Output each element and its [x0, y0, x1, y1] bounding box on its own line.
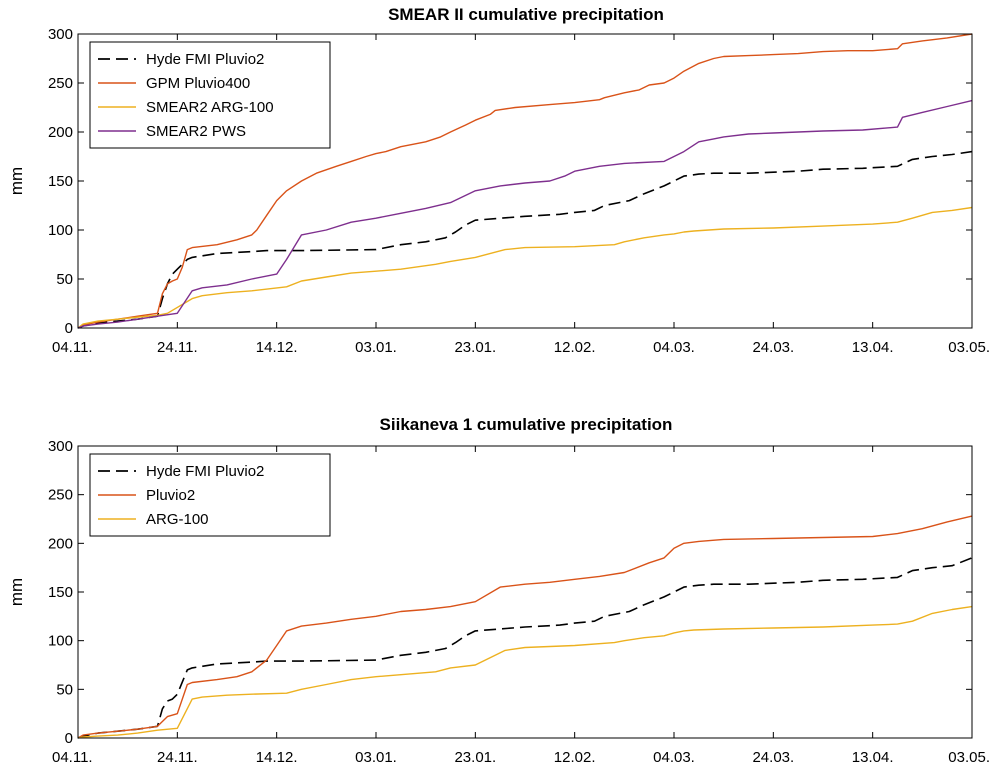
y-tick-label: 100 [48, 633, 73, 650]
y-tick-label: 300 [48, 438, 73, 455]
x-tick-label: 03.01. [355, 749, 397, 766]
plot-area: 0 50 100 150 200 250 300 04.11. 24.11. 14.12. 03.0… [48, 26, 990, 356]
x-tick-label: 13.04. [852, 339, 894, 356]
series-line-pluvio2 [77, 515, 973, 739]
chart-panel-siikaneva1: Siikaneva 1 cumulative precipitation mm … [7, 415, 990, 766]
y-tick-label: 300 [48, 26, 73, 43]
x-tick-label: 04.03. [653, 339, 695, 356]
series-line-hyde-fmi-pluvio2 [77, 557, 973, 739]
y-tick-label: 0 [65, 320, 73, 337]
x-tick-label: 24.11. [157, 749, 198, 766]
x-tick-label: 14.12. [256, 339, 298, 356]
legend-entry-label: SMEAR2 PWS [146, 123, 246, 140]
x-tick-label: 03.01. [355, 339, 397, 356]
x-tick-label: 04.11. [52, 339, 93, 356]
x-tick-label: 23.01. [454, 339, 496, 356]
y-tick-label: 200 [48, 124, 73, 141]
y-tick-label: 250 [48, 75, 73, 92]
chart-title: Siikaneva 1 cumulative precipitation [380, 415, 673, 434]
x-tick-label: 14.12. [256, 749, 298, 766]
legend-entry-label: ARG-100 [146, 511, 209, 528]
x-tick-label: 04.03. [653, 749, 695, 766]
series-line-smear2-arg-100 [77, 206, 973, 329]
y-tick-label: 50 [56, 271, 73, 288]
chart-title: SMEAR II cumulative precipitation [388, 5, 664, 24]
plot-area: 0 50 100 150 200 250 300 04.11. 24.11. 14.12. 03.0… [48, 438, 990, 766]
legend: Hyde FMI Pluvio2 GPM Pluvio400 SMEAR2 ARG-… [89, 41, 331, 149]
y-tick-label: 0 [65, 730, 73, 747]
y-axis-label: mm [7, 167, 26, 195]
legend-entry-label: GPM Pluvio400 [146, 75, 250, 92]
y-tick-label: 250 [48, 487, 73, 504]
x-tick-label: 12.02. [554, 339, 596, 356]
series-line-smear2-pws [77, 99, 973, 329]
x-tick-label: 12.02. [554, 749, 596, 766]
x-tick-label: 24.03. [752, 339, 794, 356]
chart-panel-smear2: SMEAR II cumulative precipitation mm 0 50… [7, 5, 990, 356]
series-line-arg-100 [77, 605, 973, 739]
x-tick-label: 03.05. [948, 339, 990, 356]
y-tick-label: 100 [48, 222, 73, 239]
series-line-gpm-pluvio400 [77, 33, 973, 329]
legend-entry-label: Hyde FMI Pluvio2 [146, 51, 264, 68]
legend: Hyde FMI Pluvio2 Pluvio2 ARG-100 [89, 453, 331, 537]
legend-entry-label: Pluvio2 [146, 487, 195, 504]
x-tick-label: 03.05. [948, 749, 990, 766]
y-tick-label: 150 [48, 584, 73, 601]
y-tick-label: 150 [48, 173, 73, 190]
x-tick-label: 04.11. [52, 749, 93, 766]
x-tick-label: 24.03. [752, 749, 794, 766]
legend-entry-label: SMEAR2 ARG-100 [146, 99, 274, 116]
x-tick-label: 13.04. [852, 749, 894, 766]
y-tick-label: 200 [48, 535, 73, 552]
y-axis-label: mm [7, 578, 26, 606]
x-tick-label: 23.01. [454, 749, 496, 766]
series-line-hyde-fmi-pluvio2 [77, 150, 973, 329]
y-tick-label: 50 [56, 681, 73, 698]
x-tick-label: 24.11. [157, 339, 198, 356]
legend-entry-label: Hyde FMI Pluvio2 [146, 463, 264, 480]
